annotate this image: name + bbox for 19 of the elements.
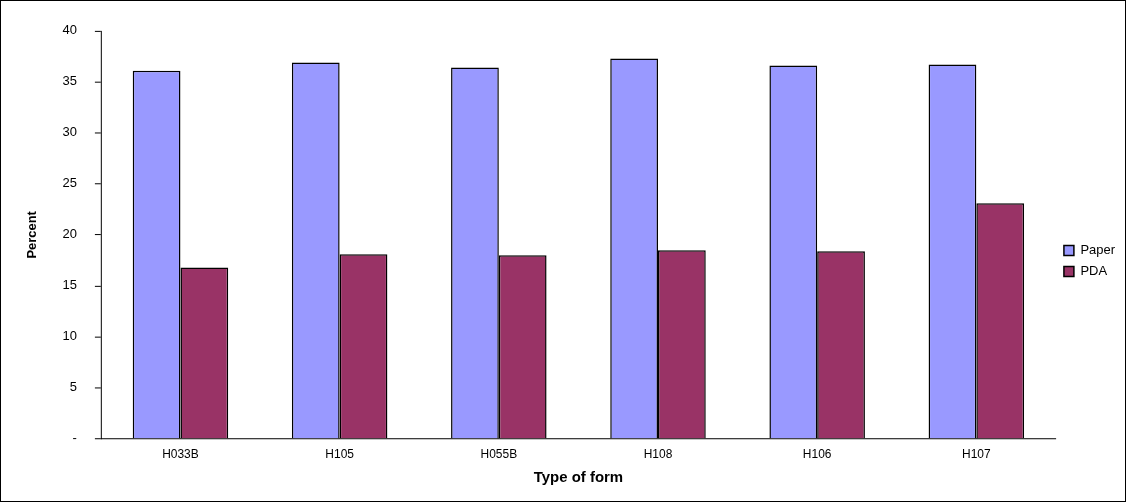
y-axis-title: Percent (24, 210, 40, 259)
y-tick-label: 20 (62, 226, 77, 242)
y-tick-label: 5 (69, 379, 77, 395)
legend-label: Paper (1080, 242, 1116, 258)
y-tick-label: 40 (62, 22, 77, 38)
x-tick-label: H106 (802, 447, 832, 462)
legend-label: PDA (1080, 263, 1108, 278)
y-tick-label: 25 (62, 175, 77, 191)
x-tick-label: H107 (962, 447, 991, 462)
y-tick-label: 15 (62, 277, 77, 293)
x-axis-title: Type of form (533, 468, 624, 486)
x-tick-label: H105 (325, 447, 355, 462)
x-tick-label: H108 (643, 447, 673, 462)
x-tick-label: H055B (480, 447, 518, 462)
y-tick-label: 10 (62, 328, 77, 344)
y-tick-label: 35 (62, 73, 77, 89)
y-tick-label: - (72, 430, 77, 446)
x-tick-label: H033B (162, 447, 199, 462)
y-tick-label: 30 (62, 124, 77, 140)
